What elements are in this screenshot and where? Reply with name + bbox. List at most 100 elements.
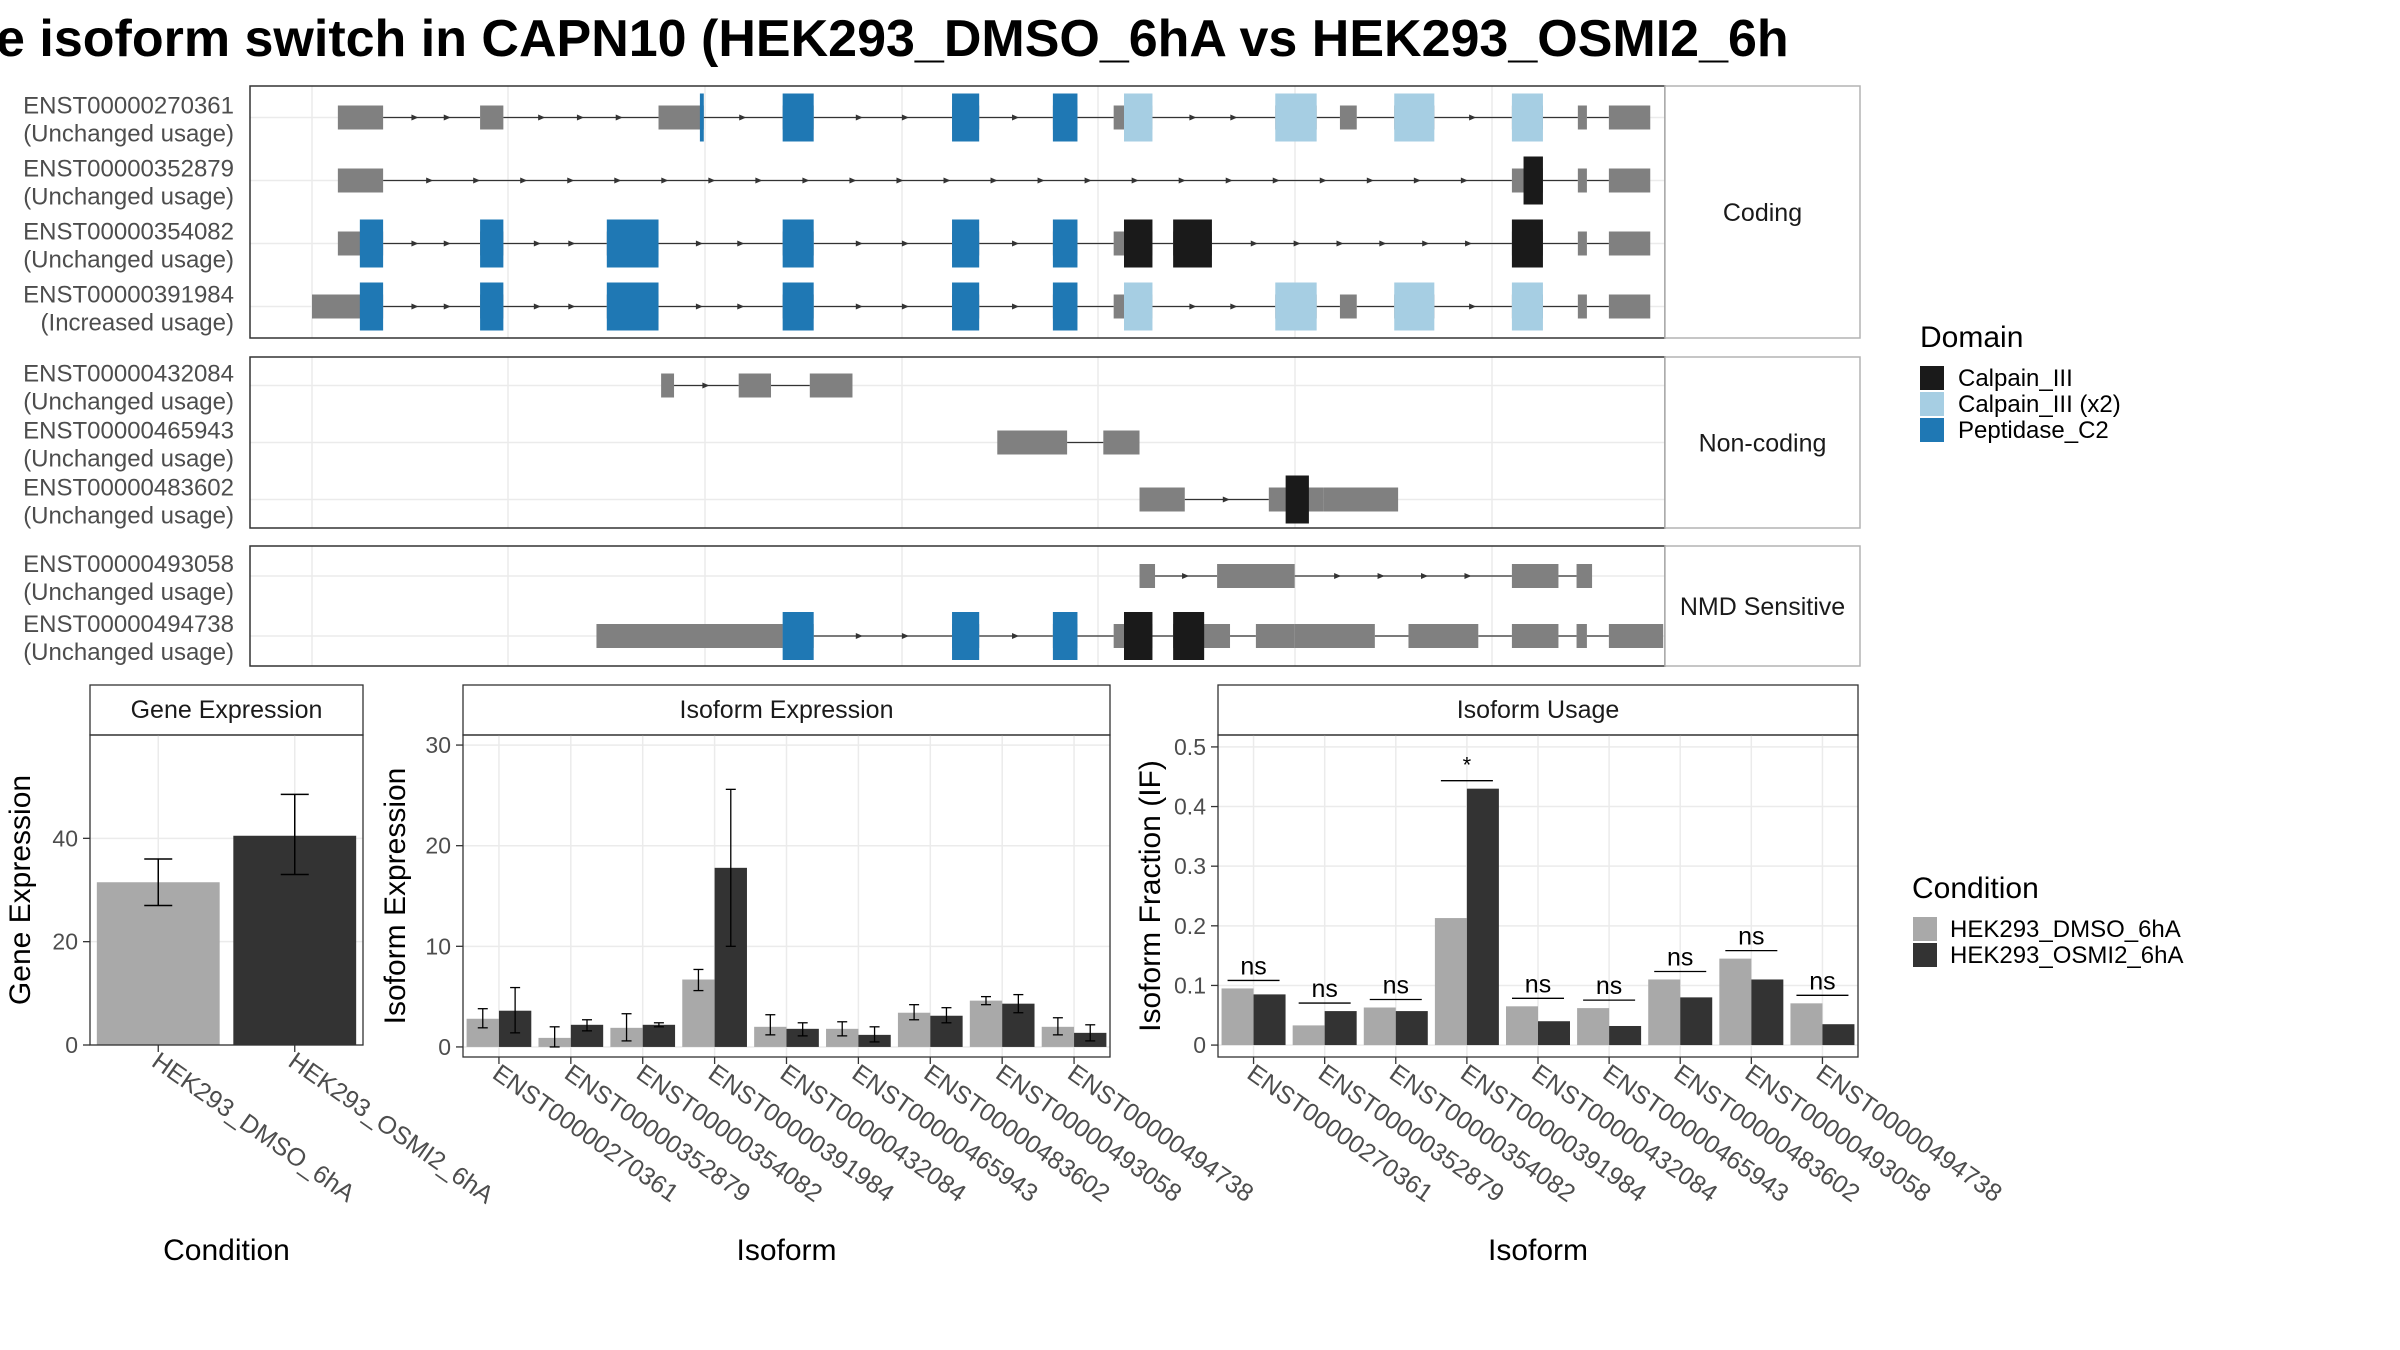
domain-block bbox=[1052, 612, 1078, 660]
transcript-id-label: ENST00000483602 bbox=[23, 475, 234, 502]
domain-block bbox=[480, 282, 504, 331]
domain-block bbox=[1052, 219, 1078, 268]
intron-arrow bbox=[855, 303, 863, 310]
intron-arrow bbox=[568, 303, 576, 310]
domain-block bbox=[1052, 282, 1078, 331]
facet-strip bbox=[1664, 85, 1861, 339]
significance-label: ns bbox=[1383, 972, 1409, 1000]
legend-swatch bbox=[1913, 917, 1937, 941]
bar bbox=[1577, 1008, 1610, 1046]
exon-block bbox=[1139, 487, 1185, 512]
intron-arrow bbox=[473, 177, 481, 184]
domain-block bbox=[952, 93, 980, 142]
domain-block bbox=[1511, 219, 1543, 268]
chart-2: Isoform Usage00.10.20.30.40.5nsENST00000… bbox=[1134, 684, 2007, 1267]
significance-label: ns bbox=[1809, 967, 1835, 995]
intron-arrow bbox=[1421, 573, 1429, 579]
intron-arrow bbox=[1464, 573, 1472, 579]
significance-label: ns bbox=[1525, 970, 1551, 998]
y-tick-label: 20 bbox=[425, 833, 451, 859]
y-axis-label: Isoform Fraction (IF) bbox=[1134, 760, 1167, 1032]
intron-arrow bbox=[538, 114, 546, 121]
intron-arrow bbox=[1422, 240, 1430, 247]
exon-block bbox=[596, 624, 783, 648]
intron-arrow bbox=[855, 240, 863, 247]
legend-swatch bbox=[1920, 366, 1944, 390]
transcript-id-label: ENST00000465943 bbox=[23, 418, 234, 445]
intron-arrow bbox=[1131, 177, 1139, 184]
condition-legend-title: Condition bbox=[1912, 872, 2039, 905]
intron-arrow bbox=[1084, 177, 1092, 184]
exon-block bbox=[1608, 168, 1651, 193]
significance-label: ns bbox=[1738, 923, 1764, 951]
domain-block bbox=[1124, 612, 1153, 660]
exon-block bbox=[1339, 105, 1357, 130]
y-tick-label: 0.2 bbox=[1174, 913, 1206, 939]
bar bbox=[1363, 1007, 1396, 1046]
exon-block bbox=[1511, 564, 1559, 588]
expression-charts: Gene Expression02040HEK293_DMSO_6hAHEK29… bbox=[4, 684, 2007, 1267]
exon-block bbox=[1608, 294, 1651, 319]
domain-block bbox=[1173, 219, 1212, 268]
intron-arrow bbox=[901, 303, 909, 310]
intron-arrow bbox=[901, 633, 909, 639]
bar bbox=[1506, 1006, 1538, 1046]
domain-block bbox=[952, 282, 980, 331]
intron-arrow bbox=[1379, 240, 1387, 247]
domain-block bbox=[1511, 282, 1543, 331]
intron-arrow bbox=[755, 177, 763, 184]
chart-1: Isoform Expression0102030ENST00000270361… bbox=[379, 684, 1259, 1267]
intron-arrow bbox=[567, 177, 575, 184]
bar bbox=[1790, 1003, 1823, 1046]
intron-arrow bbox=[855, 633, 863, 639]
domain-block bbox=[1394, 93, 1435, 142]
intron-arrow bbox=[533, 240, 541, 247]
exon-block bbox=[337, 168, 384, 193]
intron-arrow bbox=[1293, 240, 1301, 247]
transcript-id-label: ENST00000391984 bbox=[23, 282, 234, 309]
y-tick-label: 30 bbox=[425, 732, 451, 758]
y-tick-label: 0 bbox=[1193, 1032, 1206, 1058]
bar bbox=[754, 1026, 787, 1047]
transcript-id-label: ENST00000270361 bbox=[23, 93, 234, 120]
transcript-usage-label: (Unchanged usage) bbox=[23, 247, 234, 274]
bar bbox=[1719, 958, 1752, 1046]
exon-block bbox=[1103, 430, 1140, 455]
transcript-usage-label: (Increased usage) bbox=[41, 310, 234, 337]
y-tick-label: 0.3 bbox=[1174, 853, 1206, 879]
transcript-usage-label: (Unchanged usage) bbox=[23, 503, 234, 530]
x-axis-label: Condition bbox=[163, 1234, 290, 1267]
intron-arrow bbox=[615, 114, 623, 121]
intron-arrow bbox=[739, 114, 747, 121]
bar bbox=[1041, 1026, 1075, 1047]
facet-strip bbox=[1664, 545, 1861, 667]
significance-label: ns bbox=[1240, 952, 1266, 980]
intron-arrow bbox=[568, 240, 576, 247]
y-tick-label: 0 bbox=[438, 1034, 451, 1060]
exon-block bbox=[1217, 564, 1295, 588]
significance-label: ns bbox=[1667, 943, 1693, 971]
intron-arrow bbox=[1460, 177, 1468, 184]
x-axis-label: Isoform bbox=[736, 1234, 836, 1267]
intron-arrow bbox=[1465, 240, 1473, 247]
intron-arrow bbox=[533, 303, 541, 310]
domain-block bbox=[1124, 219, 1153, 268]
intron-arrow bbox=[943, 177, 951, 184]
intron-arrow bbox=[1189, 114, 1197, 121]
intron-arrow bbox=[1012, 240, 1020, 247]
intron-arrow bbox=[1413, 177, 1421, 184]
intron-arrow bbox=[849, 177, 857, 184]
transcript-structure-panel: ENST00000270361(Unchanged usage)ENST0000… bbox=[23, 85, 1861, 667]
transcript-id-label: ENST00000493058 bbox=[23, 551, 234, 578]
intron-arrow bbox=[1182, 573, 1190, 579]
intron-arrow bbox=[1230, 114, 1238, 121]
intron-arrow bbox=[1189, 303, 1197, 310]
legend-label: Calpain_III (x2) bbox=[1958, 391, 2121, 418]
exon-block bbox=[1608, 624, 1664, 648]
domain-block bbox=[1523, 156, 1543, 205]
bar bbox=[570, 1024, 604, 1047]
legend-label: HEK293_DMSO_6hA bbox=[1950, 916, 2181, 943]
intron-arrow bbox=[576, 114, 584, 121]
